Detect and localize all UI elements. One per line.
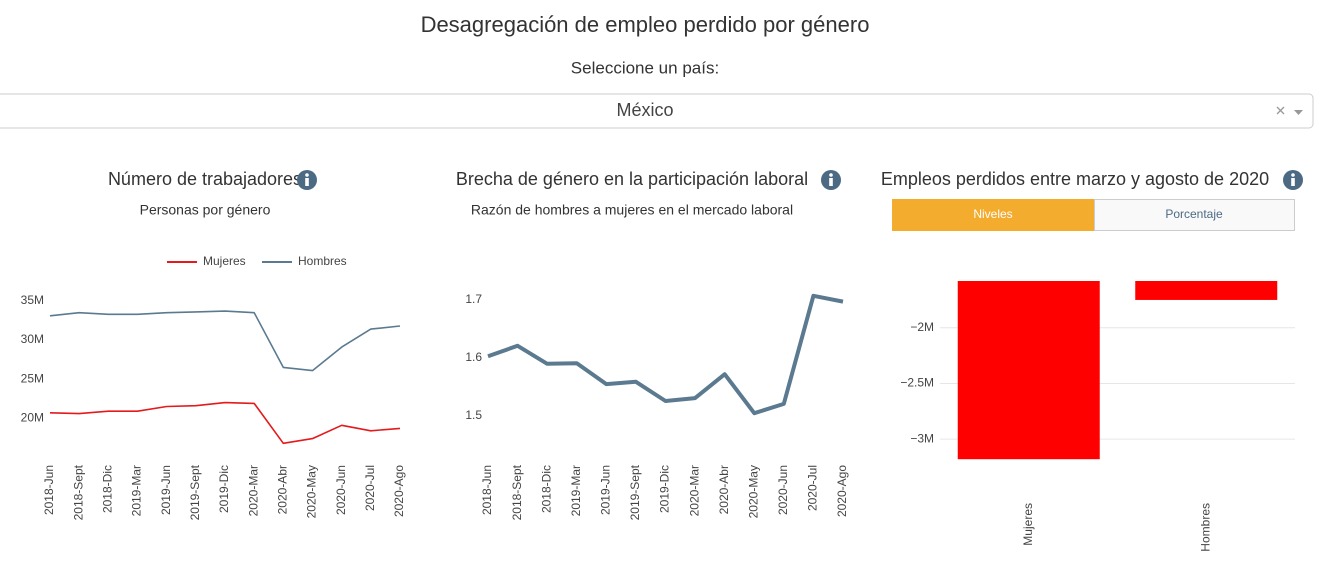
y-tick-label: 25M [21, 371, 44, 385]
x-tick-label: 2018-Sept [71, 464, 85, 520]
y-tick-label: 1.6 [465, 350, 482, 364]
prompt: Seleccione un país: [571, 58, 719, 77]
x-tick-label: 2018-Dic [539, 465, 553, 513]
tab-label[interactable]: Porcentaje [1165, 207, 1223, 221]
bar [1135, 281, 1278, 300]
x-tick-label: 2018-Jun [42, 465, 56, 515]
x-tick-label: 2019-Sept [188, 464, 202, 520]
page-title: Desagregación de empleo perdido por géne… [421, 12, 870, 37]
line [487, 293, 844, 416]
x-tick-label: 2018-Jun [480, 465, 494, 515]
y-tick-label: −2.5M [900, 376, 934, 390]
info-icon-bar [1291, 178, 1295, 186]
bar [957, 281, 1100, 460]
x-tick-label: 2019-Jun [599, 465, 613, 515]
clear-icon[interactable] [1276, 106, 1285, 115]
dropdown[interactable] [0, 93, 1314, 129]
tab[interactable] [1094, 199, 1295, 231]
x-tick-label: 2019-Dic [217, 465, 231, 513]
line [49, 310, 401, 372]
x-tick-label: 2018-Sept [510, 464, 524, 520]
x-tick-label: 2020-Jun [334, 465, 348, 515]
legend-label: Hombres [298, 254, 347, 268]
x-tick-label: 2018-Dic [101, 465, 115, 513]
x-tick-label: 2019-Jun [159, 465, 173, 515]
chart-subtitle: Razón de hombres a mujeres en el mercado… [471, 202, 793, 218]
tab-active[interactable] [892, 199, 1094, 231]
x-tick-label: 2020-Mar [246, 465, 260, 516]
y-tick-label: 20M [21, 410, 44, 424]
x-tick-label: 2020-Mar [687, 465, 701, 516]
y-tick-label: 30M [21, 332, 44, 346]
info-icon-dot [305, 173, 309, 177]
x-tick-label: Mujeres [1021, 503, 1035, 546]
y-tick-label: 1.5 [465, 408, 482, 422]
dropdown-value[interactable]: México [616, 100, 673, 120]
info-icon-dot [829, 173, 833, 177]
y-tick-label: −2M [910, 320, 934, 334]
x-tick-label: 2020-Jul [806, 465, 820, 511]
x-tick-label: Hombres [1198, 503, 1212, 552]
y-tick-label: 35M [21, 293, 44, 307]
x-tick-label: 2020-Abr [717, 465, 731, 514]
y-tick-label: −3M [910, 431, 934, 445]
chart-title: Empleos perdidos entre marzo y agosto de… [881, 169, 1269, 189]
x-tick-label: 2019-Dic [658, 465, 672, 513]
info-icon-dot [1291, 173, 1295, 177]
dropdown-arrow[interactable] [1294, 110, 1303, 115]
x-tick-label: 2019-Sept [628, 464, 642, 520]
tab-label[interactable]: Niveles [973, 207, 1012, 221]
x-tick-label: 2020-Abr [276, 465, 290, 514]
info-icon-bar [829, 178, 833, 186]
chart-title: Brecha de género en la participación lab… [456, 169, 808, 189]
chart-subtitle: Personas por género [140, 202, 271, 218]
x-tick-label: 2020-May [305, 465, 319, 518]
x-tick-label: 2020-Jul [363, 465, 377, 511]
chart-title: Número de trabajadores [108, 169, 302, 189]
x-tick-label: 2019-Mar [569, 465, 583, 516]
x-tick-label: 2019-Mar [130, 465, 144, 516]
x-tick-label: 2020-Ago [392, 465, 406, 517]
x-tick-label: 2020-Jun [776, 465, 790, 515]
line [49, 401, 401, 445]
legend-label: Mujeres [203, 254, 246, 268]
x-tick-label: 2020-May [746, 465, 760, 518]
y-tick-label: 1.7 [465, 292, 482, 306]
info-icon-bar [305, 178, 309, 186]
x-tick-label: 2020-Ago [835, 465, 849, 517]
